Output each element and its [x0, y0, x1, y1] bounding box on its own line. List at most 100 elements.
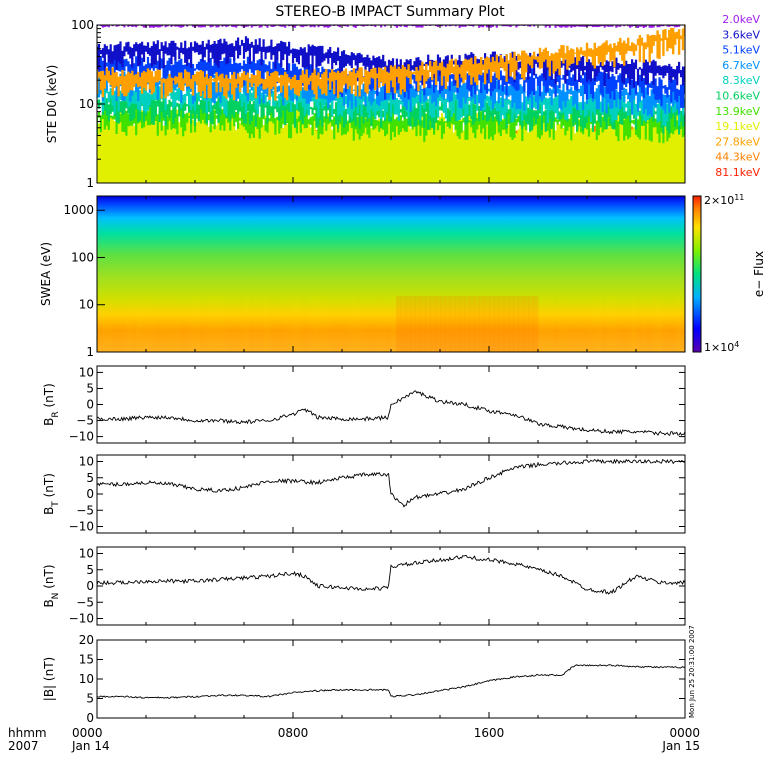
swea-stripe	[160, 296, 167, 352]
swea-stripe	[405, 296, 412, 352]
swea-stripe	[376, 296, 381, 352]
swea-stripe	[259, 296, 264, 352]
swea-stripe	[636, 296, 641, 352]
swea-stripe	[444, 296, 451, 352]
swea-stripe	[273, 296, 278, 352]
swea-stripe	[572, 296, 577, 352]
swea-tick-label: 1000	[63, 203, 94, 217]
bn-tick-label: 5	[86, 563, 94, 577]
swea-stripe	[474, 296, 480, 352]
swea-stripe	[175, 296, 181, 352]
ste-legend-entry: 5.1keV	[722, 44, 760, 57]
swea-stripe	[395, 296, 402, 352]
swea-stripe	[356, 296, 363, 352]
swea-stripe	[587, 296, 593, 352]
swea-stripe	[367, 296, 372, 352]
bmag-tick-label: 0	[86, 711, 94, 725]
swea-stripe	[224, 296, 229, 352]
ste-tick-label: 100	[71, 18, 94, 32]
swea-stripe	[122, 296, 127, 352]
bmag-tick-label: 5	[86, 692, 94, 706]
bmag-panel: 0 5 10 15 20 |B| (nT)	[42, 633, 686, 725]
swea-stripe	[249, 296, 254, 352]
bt-tick-label: 10	[79, 455, 94, 469]
swea-stripe	[219, 296, 225, 352]
bt-tick-label: 5	[86, 471, 94, 485]
br-tick-label: 10	[79, 365, 94, 379]
ste-tick-label: 10	[79, 97, 94, 111]
time-row-label-year: 2007	[8, 739, 39, 753]
swea-stripe	[415, 296, 421, 352]
swea-stripe	[253, 296, 260, 352]
ste-legend-entry: 10.6keV	[715, 90, 760, 103]
swea-stripe	[307, 296, 314, 352]
ste-tick-label: 1	[86, 176, 94, 190]
swea-stripe	[558, 296, 563, 352]
swea-stripe	[165, 296, 171, 352]
swea-stripe	[596, 296, 603, 352]
time-tick-label: 0800	[278, 726, 309, 740]
bmag-tick-label: 15	[79, 653, 94, 667]
swea-stripe	[214, 296, 220, 352]
bn-panel: −10 −5 0 5 10 BN (nT)	[42, 546, 686, 626]
swea-stripe	[503, 296, 510, 352]
swea-stripe	[297, 296, 304, 352]
swea-stripe	[351, 296, 358, 352]
swea-stripe	[567, 296, 572, 352]
ste-panel: 1 10 100 STE D0 (keV) 2.0keV 3.6keV 5.1keV 6.7k…	[45, 13, 760, 190]
ste-legend-entry: 3.6keV	[722, 28, 760, 41]
swea-stripe	[180, 296, 185, 352]
ste-legend-entry: 44.3keV	[715, 151, 760, 164]
swea-stripe	[621, 296, 626, 352]
bn-tick-label: −5	[76, 595, 94, 609]
swea-stripe	[156, 296, 161, 352]
bn-frame	[96, 546, 686, 626]
swea-stripe	[371, 296, 376, 352]
time-tick-label: 1600	[474, 726, 505, 740]
swea-stripe	[322, 296, 328, 352]
swea-stripe	[528, 296, 534, 352]
swea-stripe	[675, 296, 681, 352]
swea-stripe	[646, 296, 651, 352]
swea-stripe	[283, 296, 288, 352]
ste-legend-entry: 2.0keV	[722, 13, 760, 26]
swea-stripe	[141, 296, 147, 352]
colorbar	[692, 195, 702, 353]
swea-stripe	[204, 296, 211, 352]
swea-tick-label: 10	[79, 298, 94, 312]
swea-stripe	[332, 296, 337, 352]
swea-stripe	[469, 296, 475, 352]
swea-stripe	[430, 296, 436, 352]
br-tick-label: −5	[76, 414, 94, 428]
time-row-label-hhmm: hhmm	[8, 726, 47, 740]
swea-stripe	[185, 296, 190, 352]
swea-stripe	[171, 296, 176, 352]
ste-legend-entry: 81.1keV	[715, 166, 760, 179]
bt-trace	[96, 458, 686, 508]
swea-stripe	[440, 296, 446, 352]
bt-tick-label: −5	[76, 503, 94, 517]
br-ylabel: BR (nT)	[42, 383, 61, 426]
swea-stripe	[420, 296, 426, 352]
bn-tick-label: −10	[69, 612, 94, 626]
ste-traces	[97, 25, 685, 183]
swea-stripe	[577, 296, 582, 352]
swea-stripe	[269, 296, 274, 352]
timestamp-label: Mon Jun 25 20:31:00 2007	[688, 625, 696, 718]
swea-stripe	[136, 296, 142, 352]
swea-stripe	[626, 296, 632, 352]
swea-stripe	[150, 296, 157, 352]
swea-stripe	[553, 296, 558, 352]
swea-stripe	[381, 296, 386, 352]
ste-series-19-1keV	[97, 107, 685, 183]
swea-stripe	[288, 296, 294, 352]
swea-stripe	[327, 296, 332, 352]
swea-stripe	[190, 296, 196, 352]
time-tick-label: 0000	[669, 726, 700, 740]
bt-tick-label: 0	[86, 487, 94, 501]
swea-stripe	[640, 296, 647, 352]
swea-stripe	[562, 296, 568, 352]
swea-stripe	[312, 296, 318, 352]
